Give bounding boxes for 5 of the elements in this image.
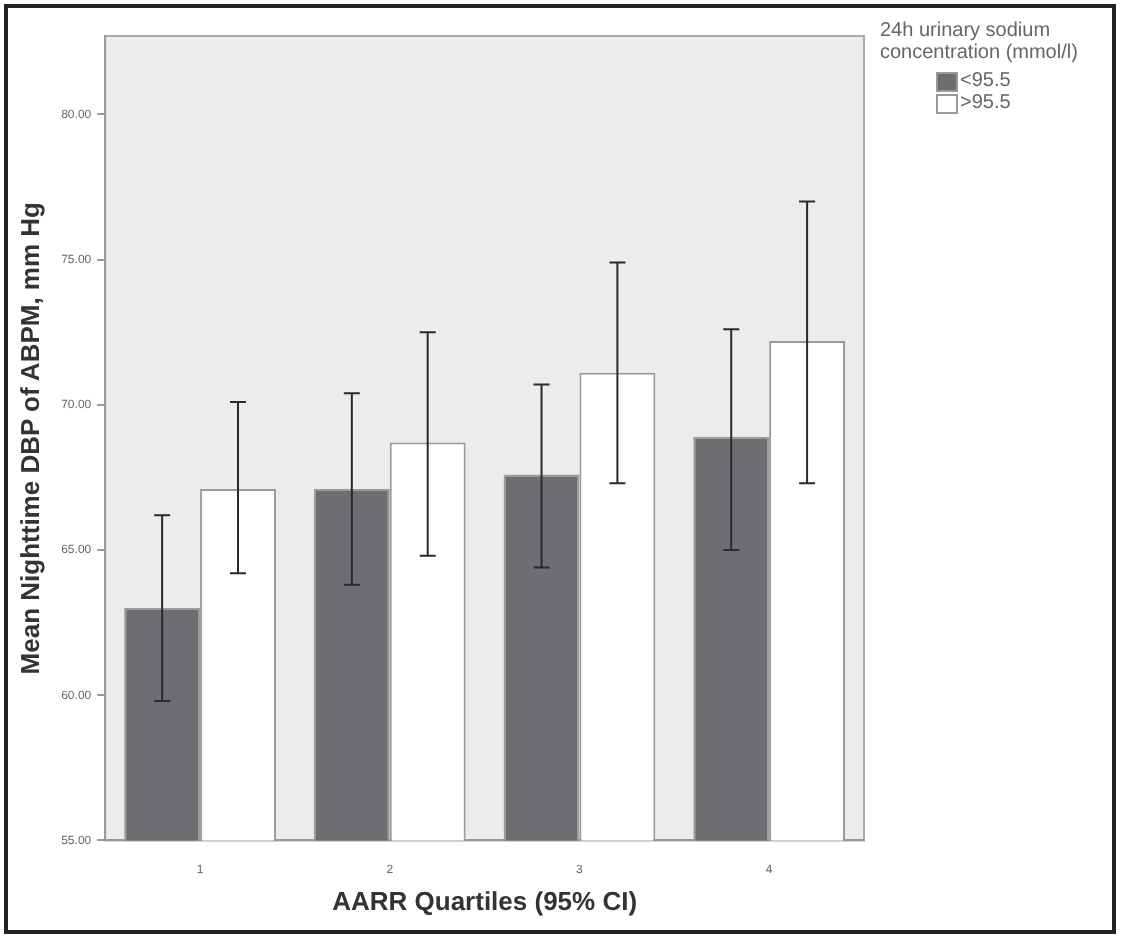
legend-title: 24h urinary sodium concentration (mmol/l) bbox=[880, 20, 1080, 64]
y-axis-title: Mean Nighttime DBP of ABPM, mm Hg bbox=[14, 201, 45, 675]
x-axis-title: AARR Quartiles (95% CI) bbox=[332, 885, 638, 916]
legend-label: >95.5 bbox=[960, 92, 1011, 114]
legend-label: <95.5 bbox=[960, 70, 1011, 92]
